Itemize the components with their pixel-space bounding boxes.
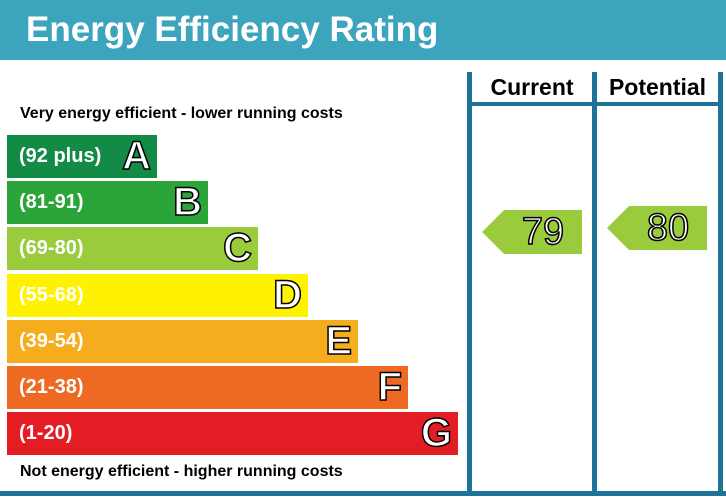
- band-letter: G: [420, 410, 453, 456]
- divider-left: [467, 72, 472, 493]
- band-range-label: (55-68): [19, 284, 84, 306]
- band-e: (39-54) E: [7, 318, 358, 364]
- header-underline: [467, 102, 723, 106]
- band-a: (92 plus) A: [7, 133, 157, 179]
- band-range-label: (92 plus): [19, 145, 102, 167]
- band-range-label: (39-54): [19, 330, 84, 352]
- band-letter: F: [377, 364, 403, 410]
- bottom-border: [0, 491, 726, 496]
- bottom-caption: Not energy efficient - higher running co…: [20, 463, 343, 480]
- band-b: (81-91) B: [7, 179, 208, 225]
- current-rating-arrow: 79: [482, 210, 582, 254]
- potential-arrow-shape: [607, 206, 707, 250]
- current-arrow-shape: [482, 210, 582, 254]
- band-range-label: (1-20): [19, 422, 73, 444]
- current-column-header: Current: [490, 74, 574, 100]
- band-g: (1-20) G: [7, 410, 458, 456]
- divider-middle: [592, 72, 597, 493]
- band-letter: C: [222, 225, 252, 271]
- band-range-label: (69-80): [19, 237, 84, 259]
- band-d: (55-68) D: [7, 272, 308, 318]
- potential-rating-value: 80: [646, 206, 690, 250]
- band-letter: A: [121, 133, 151, 179]
- band-c: (69-80) C: [7, 225, 258, 271]
- band-f: (21-38) F: [7, 364, 408, 410]
- band-letter: D: [272, 272, 302, 318]
- band-range-label: (81-91): [19, 191, 84, 213]
- current-rating-value: 79: [521, 210, 565, 254]
- band-letter: E: [325, 318, 353, 364]
- header-bar: Energy Efficiency Rating: [0, 0, 726, 60]
- divider-right: [718, 72, 723, 493]
- band-range-label: (21-38): [19, 376, 84, 398]
- top-caption: Very energy efficient - lower running co…: [20, 105, 343, 122]
- band-letter: B: [172, 179, 202, 225]
- potential-rating-arrow: 80: [607, 206, 707, 250]
- chart-title: Energy Efficiency Rating: [26, 10, 439, 49]
- potential-column-header: Potential: [608, 74, 707, 100]
